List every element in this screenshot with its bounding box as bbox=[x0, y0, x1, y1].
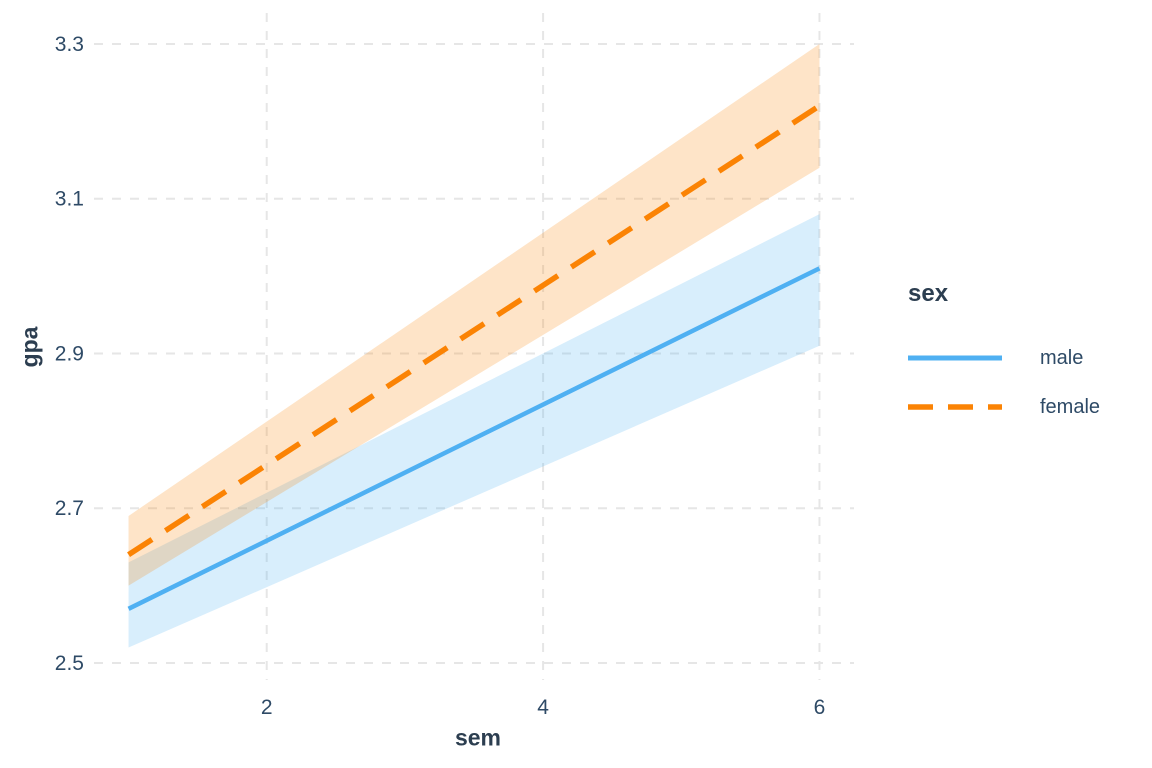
y-tick-label: 3.1 bbox=[55, 188, 84, 211]
female-line-swatch bbox=[908, 404, 1002, 410]
y-tick-label: 3.3 bbox=[55, 33, 84, 56]
legend-title: sex bbox=[908, 280, 949, 307]
y-tick-label: 2.5 bbox=[55, 652, 84, 675]
x-tick-label: 6 bbox=[814, 696, 826, 719]
y-tick-label: 2.9 bbox=[55, 342, 84, 365]
x-axis-title: sem bbox=[454, 724, 502, 751]
x-tick-label: 2 bbox=[261, 696, 273, 719]
legend: sex male female bbox=[908, 280, 1100, 442]
female-regression-line bbox=[127, 103, 821, 557]
y-axis-title: gpa bbox=[16, 326, 43, 368]
x-tick-label: 4 bbox=[537, 696, 549, 719]
legend-label-female: female bbox=[1040, 395, 1101, 418]
legend-label-male: male bbox=[1040, 346, 1084, 369]
y-tick-label: 2.7 bbox=[55, 497, 84, 520]
female-confidence-ribbon bbox=[128, 43, 820, 586]
male-confidence-ribbon bbox=[128, 214, 820, 648]
legend-entry-female: female bbox=[908, 393, 1100, 421]
male-regression-line bbox=[127, 266, 821, 611]
legend-entry-male: male bbox=[908, 344, 1100, 372]
male-line-swatch bbox=[908, 355, 1002, 361]
